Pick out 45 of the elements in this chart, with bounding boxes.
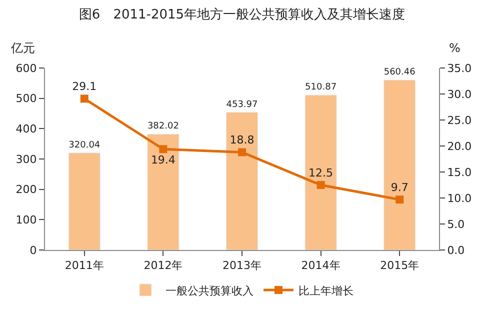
bar (304, 94, 337, 250)
y2-tick-label: 30.0 (447, 88, 472, 101)
y-axis-title: 亿元 (10, 41, 35, 55)
data-label: 382.02 (147, 122, 179, 132)
x-tick-label: 2012年 (144, 259, 183, 272)
bar (384, 80, 416, 250)
data-label: 453.97 (226, 100, 258, 110)
y2-tick-label: 5.0 (447, 218, 465, 231)
y2-tick-label: 10.0 (447, 192, 472, 205)
y-tick-label: 500 (16, 92, 37, 106)
data-label: 9.7 (390, 180, 408, 194)
legend-label: 一般公共预算收入 (166, 284, 254, 298)
point (396, 196, 404, 204)
y2-tick-label: 20.0 (447, 140, 472, 153)
chart-title: 图6 2011-2015年地方一般公共预算收入及其增长速度 (78, 6, 406, 23)
point (159, 145, 168, 154)
point (80, 94, 88, 103)
data-label: 18.8 (230, 133, 254, 146)
bar (68, 152, 100, 250)
x-tick-label: 2013年 (222, 259, 262, 272)
bar (147, 134, 180, 250)
x-tick-label: 2014年 (301, 259, 340, 272)
point (238, 148, 246, 156)
y2-tick-label: 15.0 (447, 166, 472, 179)
y-tick-label: 400 (16, 122, 37, 136)
y-tick-label: 200 (16, 183, 37, 196)
y2-tick-label: 25.0 (447, 114, 472, 127)
y-tick-label: 0 (30, 244, 37, 257)
data-label: 320.04 (68, 140, 100, 150)
point (316, 181, 325, 189)
legend-label: 比上年增长 (298, 284, 354, 298)
y-tick-label: 100 (16, 214, 37, 227)
data-label: 560.46 (384, 68, 416, 78)
x-tick-label: 2015年 (380, 259, 420, 272)
y-tick-label: 600 (16, 62, 37, 75)
bar (226, 112, 258, 250)
data-label: 29.1 (72, 80, 97, 93)
y2-tick-label: 35.0 (447, 62, 472, 75)
y2-axis-title: % (449, 41, 460, 55)
data-label: 12.5 (308, 166, 334, 180)
y2-tick-label: 0.0 (447, 244, 465, 257)
data-label: 510.87 (305, 82, 337, 93)
data-label: 19.4 (150, 153, 176, 166)
x-tick-label: 2011年 (64, 259, 104, 272)
y-tick-label: 300 (16, 152, 37, 166)
